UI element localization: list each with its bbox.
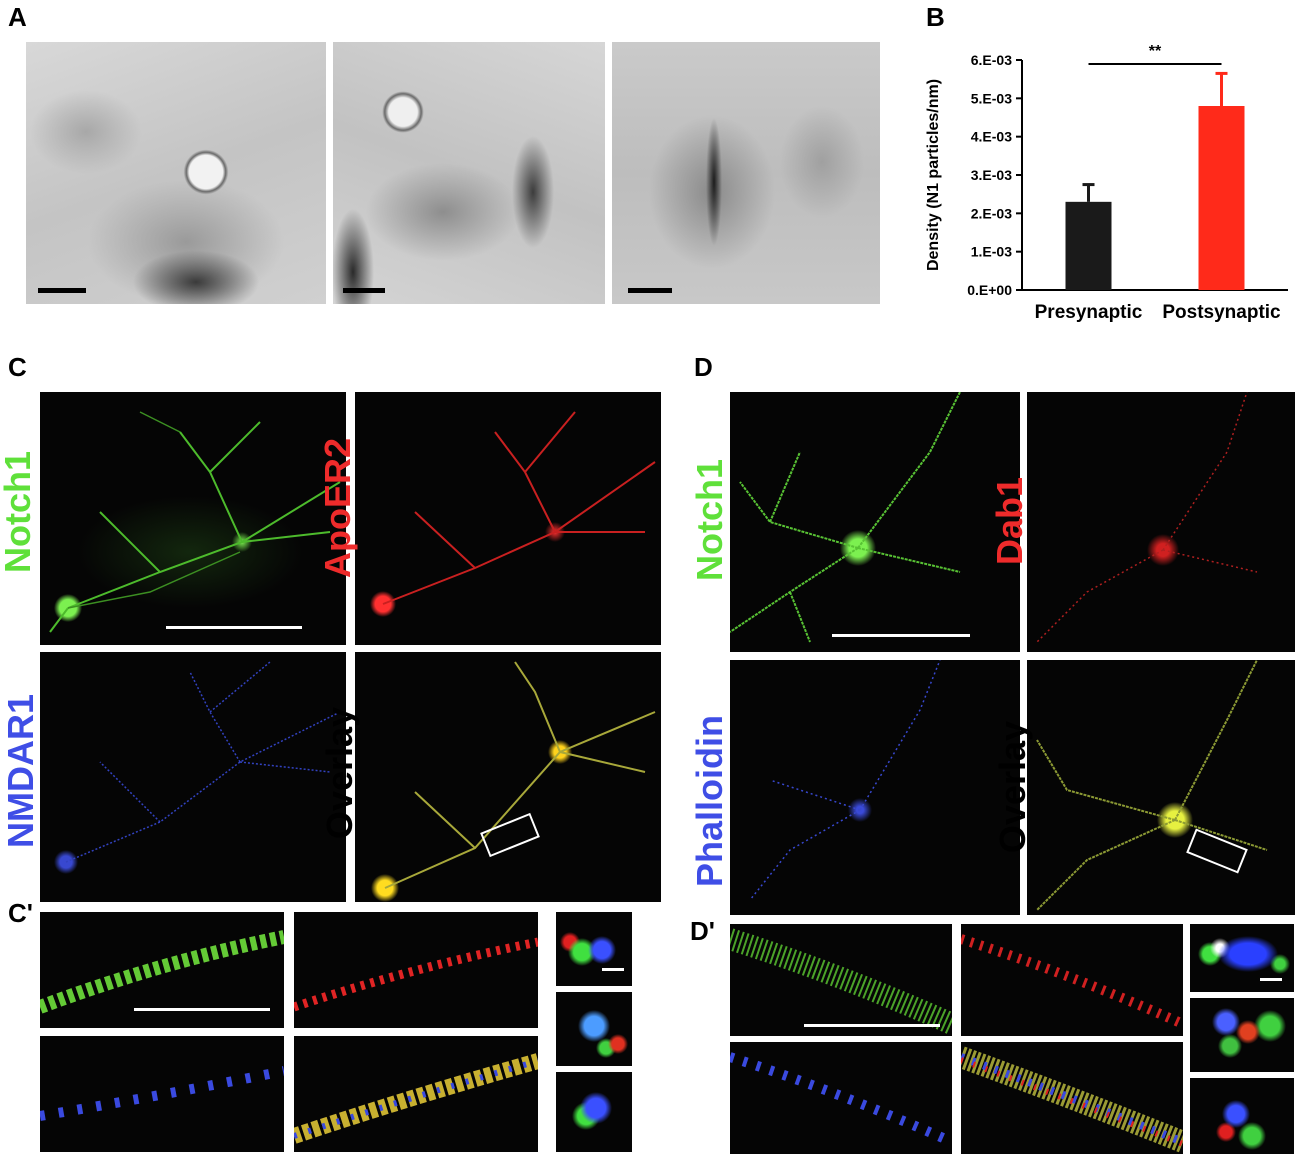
dendrite-segment — [730, 928, 952, 1035]
scale-bar — [134, 1008, 270, 1011]
label-overlay-c: Overlay — [319, 706, 360, 840]
micrograph-dab1 — [1027, 392, 1295, 652]
density-bar-chart: 0.E+00 1.E-03 2.E-03 3.E-03 4.E-03 5.E-03 6.E-… — [925, 43, 1288, 323]
micrograph-overlay-d — [1027, 660, 1295, 915]
label-notch1-c: Notch1 — [0, 450, 38, 573]
panel-label-d-prime: D' — [690, 916, 715, 946]
scale-bar — [166, 626, 302, 629]
micrograph-notch1-d — [730, 392, 1020, 652]
neuron-dendrites — [730, 392, 961, 643]
em-micrograph-3 — [612, 42, 880, 304]
bar-presynaptic — [1065, 201, 1112, 290]
panel-label-c: C — [8, 352, 27, 382]
spine-closeup-6 — [1190, 1078, 1294, 1154]
y-tick-label: 1.E-03 — [971, 244, 1012, 260]
bar-postsynaptic — [1198, 106, 1245, 290]
y-axis-label: Density (N1 particles/nm) — [925, 79, 942, 271]
spine-closeup-4 — [1190, 924, 1294, 992]
label-phalloidin: Phalloidin — [689, 715, 730, 888]
zoom-strip-notch1 — [40, 912, 284, 1028]
zoom-strip-dab1 — [961, 924, 1183, 1036]
scale-bar — [38, 288, 86, 293]
neuron-dendrites — [65, 661, 341, 863]
neuron-dendrites — [382, 411, 656, 605]
neuron-dendrites — [49, 411, 341, 633]
dendrite-segment — [40, 1066, 284, 1121]
neuron-dendrites — [1036, 392, 1258, 643]
spine-closeup-2 — [556, 992, 632, 1066]
micrograph-notch1 — [40, 392, 346, 645]
scale-bar — [832, 634, 970, 637]
neuron-dendrites — [384, 661, 656, 889]
label-notch1-d: Notch1 — [689, 458, 730, 581]
spine-closeup-3 — [556, 1072, 632, 1152]
y-tick-label: 0.E+00 — [967, 282, 1012, 298]
zoom-strip-notch1-d — [730, 924, 952, 1036]
neuron-dendrites — [749, 660, 941, 901]
scale-bar — [628, 288, 672, 293]
zoom-strip-nmdar1 — [40, 1036, 284, 1152]
zoom-strip-overlay-c — [294, 1036, 538, 1152]
zoom-strip-apoer2 — [294, 912, 538, 1028]
x-tick-label: Postsynaptic — [1162, 302, 1281, 323]
scale-bar — [1260, 978, 1282, 981]
scale-bar — [804, 1024, 940, 1027]
spine-closeup-5 — [1190, 998, 1294, 1072]
significance-marker: ** — [1149, 43, 1162, 60]
label-nmdar1: NMDAR1 — [0, 693, 41, 848]
y-tick-label: 2.E-03 — [971, 205, 1012, 221]
spine-closeup-1 — [556, 912, 632, 986]
y-tick-label: 6.E-03 — [971, 52, 1012, 68]
neuron-dendrites — [1036, 660, 1268, 911]
label-overlay-d: Overlay — [992, 720, 1033, 854]
dendrite-segment — [294, 937, 538, 1012]
em-micrograph-1 — [26, 42, 326, 304]
panel-label-c-prime: C' — [8, 898, 33, 928]
dendrite-segment — [40, 930, 284, 1014]
dendrite-segment — [294, 1053, 538, 1144]
panel-label-d: D — [694, 352, 713, 382]
dendrite-segment — [961, 934, 1183, 1029]
zoom-strip-overlay-d — [961, 1042, 1183, 1154]
label-apoer2: ApoER2 — [317, 437, 358, 578]
panel-label-b: B — [926, 2, 945, 32]
panel-label-a: A — [8, 2, 27, 32]
scale-bar — [602, 968, 624, 971]
y-tick-label: 4.E-03 — [971, 129, 1012, 145]
y-tick-label: 5.E-03 — [971, 90, 1012, 106]
zoom-strip-phalloidin — [730, 1042, 952, 1154]
em-micrograph-2 — [333, 42, 605, 304]
micrograph-apoer2 — [355, 392, 661, 645]
scale-bar — [343, 288, 385, 293]
x-tick-label: Presynaptic — [1035, 302, 1143, 323]
micrograph-overlay-c — [355, 652, 661, 902]
y-tick-label: 3.E-03 — [971, 167, 1012, 183]
micrograph-phalloidin — [730, 660, 1020, 915]
dendrite-segment — [961, 1046, 1183, 1153]
dendrite-segment — [730, 1052, 952, 1147]
label-dab1: Dab1 — [989, 476, 1030, 566]
micrograph-nmdar1 — [40, 652, 346, 902]
